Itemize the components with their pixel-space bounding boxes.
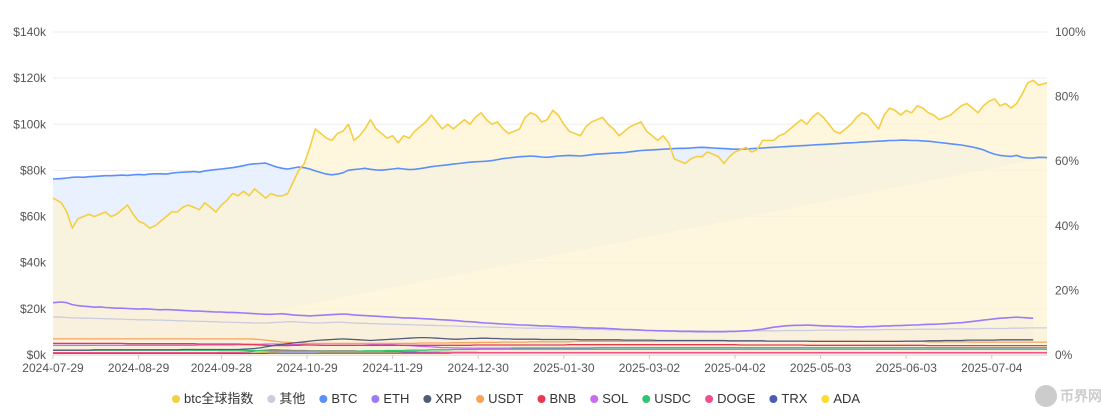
series-line-bnb xyxy=(53,342,1047,347)
series-line-usdc xyxy=(53,348,1047,352)
legend-label: 其他 xyxy=(279,391,305,406)
legend-item[interactable]: 其他 xyxy=(267,391,305,406)
x-tick-label: 2025-04-02 xyxy=(704,361,766,375)
y-left-tick-label: $40k xyxy=(20,256,47,270)
x-axis: 2024-07-29 2024-08-29 2024-09-28 2024-10-29… xyxy=(22,355,1023,375)
y-left-tick-label: $120k xyxy=(13,71,47,85)
series-line-eth xyxy=(52,301,1034,333)
y-left-tick-label: $0k xyxy=(27,348,47,362)
series-line-xrp xyxy=(53,336,1034,351)
legend-label: USDC xyxy=(654,391,691,406)
legend-marker-icon xyxy=(476,395,485,403)
y-left-tick-label: $140k xyxy=(13,25,47,39)
legend-item[interactable]: SOL xyxy=(590,391,628,406)
legend: btc全球指数 其他 BTC ETH XRP USDT BNB SOL USDC DOGE TRX A… xyxy=(172,391,860,406)
legend-label: BTC xyxy=(331,391,357,406)
y-left-tick-label: $60k xyxy=(20,210,47,224)
y-left-tick-label: $100k xyxy=(13,117,47,131)
series-line-btc xyxy=(52,139,1048,180)
y-right-tick-label: 40% xyxy=(1055,219,1079,233)
legend-item[interactable]: XRP xyxy=(423,391,462,406)
y-right-tick-label: 60% xyxy=(1055,154,1079,168)
series-areas xyxy=(53,80,1047,356)
legend-item[interactable]: BNB xyxy=(537,391,576,406)
legend-marker-icon xyxy=(172,395,180,403)
series-area-btc全球指数 xyxy=(53,80,1047,356)
x-tick-label: 2025-05-03 xyxy=(790,361,852,375)
x-tick-label: 2024-12-30 xyxy=(448,361,510,375)
y-right-tick-label: 80% xyxy=(1055,90,1079,104)
legend-label: USDT xyxy=(488,391,523,406)
legend-label: DOGE xyxy=(717,391,756,406)
legend-item[interactable]: USDC xyxy=(642,391,691,406)
y-left-tick-label: $20k xyxy=(20,302,47,316)
legend-item[interactable]: BTC xyxy=(319,391,357,406)
series-line-sol xyxy=(53,343,1047,349)
series-line-其他 xyxy=(52,316,1047,332)
watermark-logo-icon xyxy=(1035,385,1057,407)
x-tick-label: 2024-11-29 xyxy=(362,361,423,375)
legend-item[interactable]: btc全球指数 xyxy=(172,391,253,406)
x-tick-label: 2024-07-29 xyxy=(22,361,84,375)
legend-marker-icon xyxy=(769,395,778,403)
legend-marker-icon xyxy=(319,395,328,403)
legend-item[interactable]: ADA xyxy=(821,391,860,406)
legend-label: TRX xyxy=(781,391,807,406)
legend-item[interactable]: USDT xyxy=(476,391,524,406)
legend-marker-icon xyxy=(423,395,432,403)
y-axis-left: $0k $20k $40k $60k $80k $100k $120k $140k xyxy=(13,25,47,362)
watermark: 币界网 xyxy=(1035,385,1101,407)
y-axis-right: 0% 20% 40% 60% 80% 100% xyxy=(1055,25,1086,362)
legend-marker-icon xyxy=(642,395,651,403)
y-left-tick-label: $80k xyxy=(20,163,47,177)
y-right-tick-label: 20% xyxy=(1055,283,1079,297)
x-tick-label: 2024-08-29 xyxy=(108,361,170,375)
x-tick-label: 2025-06-03 xyxy=(875,361,937,375)
legend-marker-icon xyxy=(705,395,714,403)
series-lines xyxy=(52,79,1048,355)
x-tick-label: 2024-09-28 xyxy=(191,361,253,375)
watermark-text: 币界网 xyxy=(1060,388,1101,404)
legend-marker-icon xyxy=(371,395,380,403)
x-tick-label: 2025-01-30 xyxy=(533,361,595,375)
x-tick-label: 2024-10-29 xyxy=(276,361,338,375)
x-tick-label: 2025-07-04 xyxy=(961,361,1023,375)
y-right-tick-label: 100% xyxy=(1055,25,1086,39)
legend-item[interactable]: TRX xyxy=(769,391,808,406)
legend-marker-icon xyxy=(537,395,546,403)
legend-label: BNB xyxy=(549,391,576,406)
series-line-doge xyxy=(53,349,1047,354)
legend-label: btc全球指数 xyxy=(184,391,253,406)
legend-marker-icon xyxy=(821,395,830,403)
legend-label: ADA xyxy=(833,391,860,406)
y-right-tick-label: 0% xyxy=(1055,348,1073,362)
legend-marker-icon xyxy=(590,395,599,403)
legend-marker-icon xyxy=(267,395,276,403)
x-tick-label: 2025-03-02 xyxy=(619,361,681,375)
legend-label: SOL xyxy=(602,391,628,406)
legend-item[interactable]: ETH xyxy=(371,391,409,406)
legend-label: ETH xyxy=(383,391,409,406)
series-line-btc全球指数 xyxy=(52,79,1048,229)
legend-label: XRP xyxy=(435,391,462,406)
legend-item[interactable]: DOGE xyxy=(705,391,756,406)
